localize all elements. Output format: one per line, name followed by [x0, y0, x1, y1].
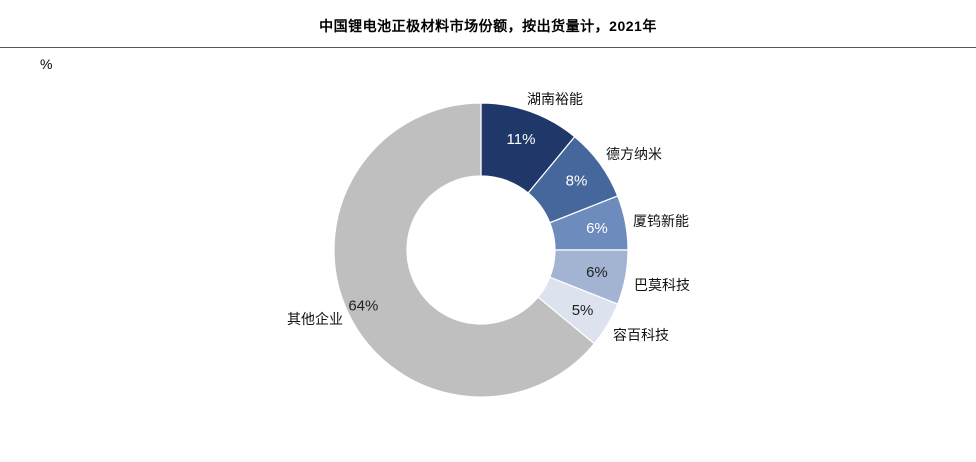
slice-category-label: 德方纳米 [606, 147, 662, 163]
slice-category-label: 厦钨新能 [633, 214, 689, 230]
unit-label: % [40, 56, 53, 72]
slice-category-label: 湖南裕能 [527, 92, 583, 108]
donut-slice [333, 102, 596, 398]
title-divider [0, 47, 976, 48]
slice-percent-label: 64% [348, 297, 378, 314]
chart-title: 中国锂电池正极材料市场份额，按出货量计，2021年 [319, 18, 657, 34]
slice-percent-label: 6% [586, 264, 608, 281]
slice-percent-label: 5% [572, 302, 594, 319]
slice-category-label: 其他企业 [287, 311, 343, 328]
slice-category-label: 容百科技 [613, 327, 669, 344]
donut-slices [333, 102, 629, 398]
slice-category-label: 巴莫科技 [634, 278, 690, 294]
slice-percent-label: 8% [566, 173, 588, 190]
slice-percent-label: 6% [586, 220, 608, 237]
percent-labels: 11% 8% 6% 6% 5% 64% [348, 131, 607, 319]
slice-percent-label: 11% [507, 131, 536, 148]
